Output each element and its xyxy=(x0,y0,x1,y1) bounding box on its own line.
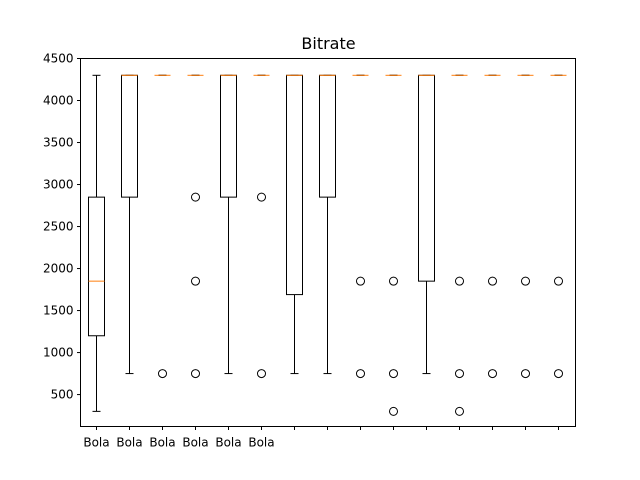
y-tick-label: 3500 xyxy=(43,136,74,150)
box-group-2 xyxy=(121,74,138,375)
y-tick-label: 4000 xyxy=(43,94,74,108)
flier-point xyxy=(554,276,563,286)
box-group-4 xyxy=(187,74,204,379)
flier-point xyxy=(191,192,200,202)
x-tick-label: Bola xyxy=(215,436,241,450)
y-tick-label: 4500 xyxy=(43,52,74,66)
x-tick-label: Bola xyxy=(182,436,208,450)
x-tick-label: Bola xyxy=(116,436,142,450)
box-group-15 xyxy=(550,74,567,379)
flier-point xyxy=(488,369,497,379)
plot-area xyxy=(88,74,567,416)
flier-point xyxy=(257,192,266,202)
flier-point xyxy=(356,276,365,286)
box xyxy=(121,74,138,198)
y-tick-label: 1500 xyxy=(43,304,74,318)
flier-point xyxy=(389,369,398,379)
flier-point xyxy=(356,369,365,379)
box-group-6 xyxy=(253,74,270,379)
box-group-5 xyxy=(220,74,237,375)
box-group-10 xyxy=(385,74,402,416)
box-group-3 xyxy=(154,74,171,379)
box-group-13 xyxy=(484,74,501,379)
flier-point xyxy=(389,406,398,416)
x-axis: Bola Bola Bola Bola Bola Bola xyxy=(83,426,559,450)
plot-frame xyxy=(80,58,576,427)
box-group-9 xyxy=(352,74,369,379)
box-group-8 xyxy=(319,74,336,375)
y-axis: 500 1000 1500 2000 2500 3000 3500 4000 4500 xyxy=(43,52,81,402)
flier-point xyxy=(389,276,398,286)
chart-title: Bitrate xyxy=(301,34,355,53)
x-tick-label: Bola xyxy=(248,436,274,450)
flier-point xyxy=(488,276,497,286)
x-tick-label: Bola xyxy=(83,436,109,450)
flier-point xyxy=(554,369,563,379)
box-group-7 xyxy=(286,74,303,375)
flier-point xyxy=(455,406,464,416)
y-tick-label: 1000 xyxy=(43,346,74,360)
x-tick-label: Bola xyxy=(149,436,175,450)
box-group-1 xyxy=(88,74,105,412)
box xyxy=(319,74,336,198)
flier-point xyxy=(158,369,167,379)
flier-point xyxy=(455,276,464,286)
box xyxy=(286,74,303,296)
box xyxy=(220,74,237,198)
y-tick-label: 500 xyxy=(51,388,74,402)
box xyxy=(418,74,435,282)
box-group-14 xyxy=(517,74,534,379)
flier-point xyxy=(257,369,266,379)
flier-point xyxy=(521,276,530,286)
box-group-12 xyxy=(451,74,468,416)
y-tick-label: 2500 xyxy=(43,220,74,234)
box-group-11 xyxy=(418,74,435,375)
flier-point xyxy=(455,369,464,379)
y-tick-label: 2000 xyxy=(43,262,74,276)
box xyxy=(88,196,105,337)
flier-point xyxy=(191,369,200,379)
flier-point xyxy=(521,369,530,379)
y-tick-label: 3000 xyxy=(43,178,74,192)
flier-point xyxy=(191,276,200,286)
